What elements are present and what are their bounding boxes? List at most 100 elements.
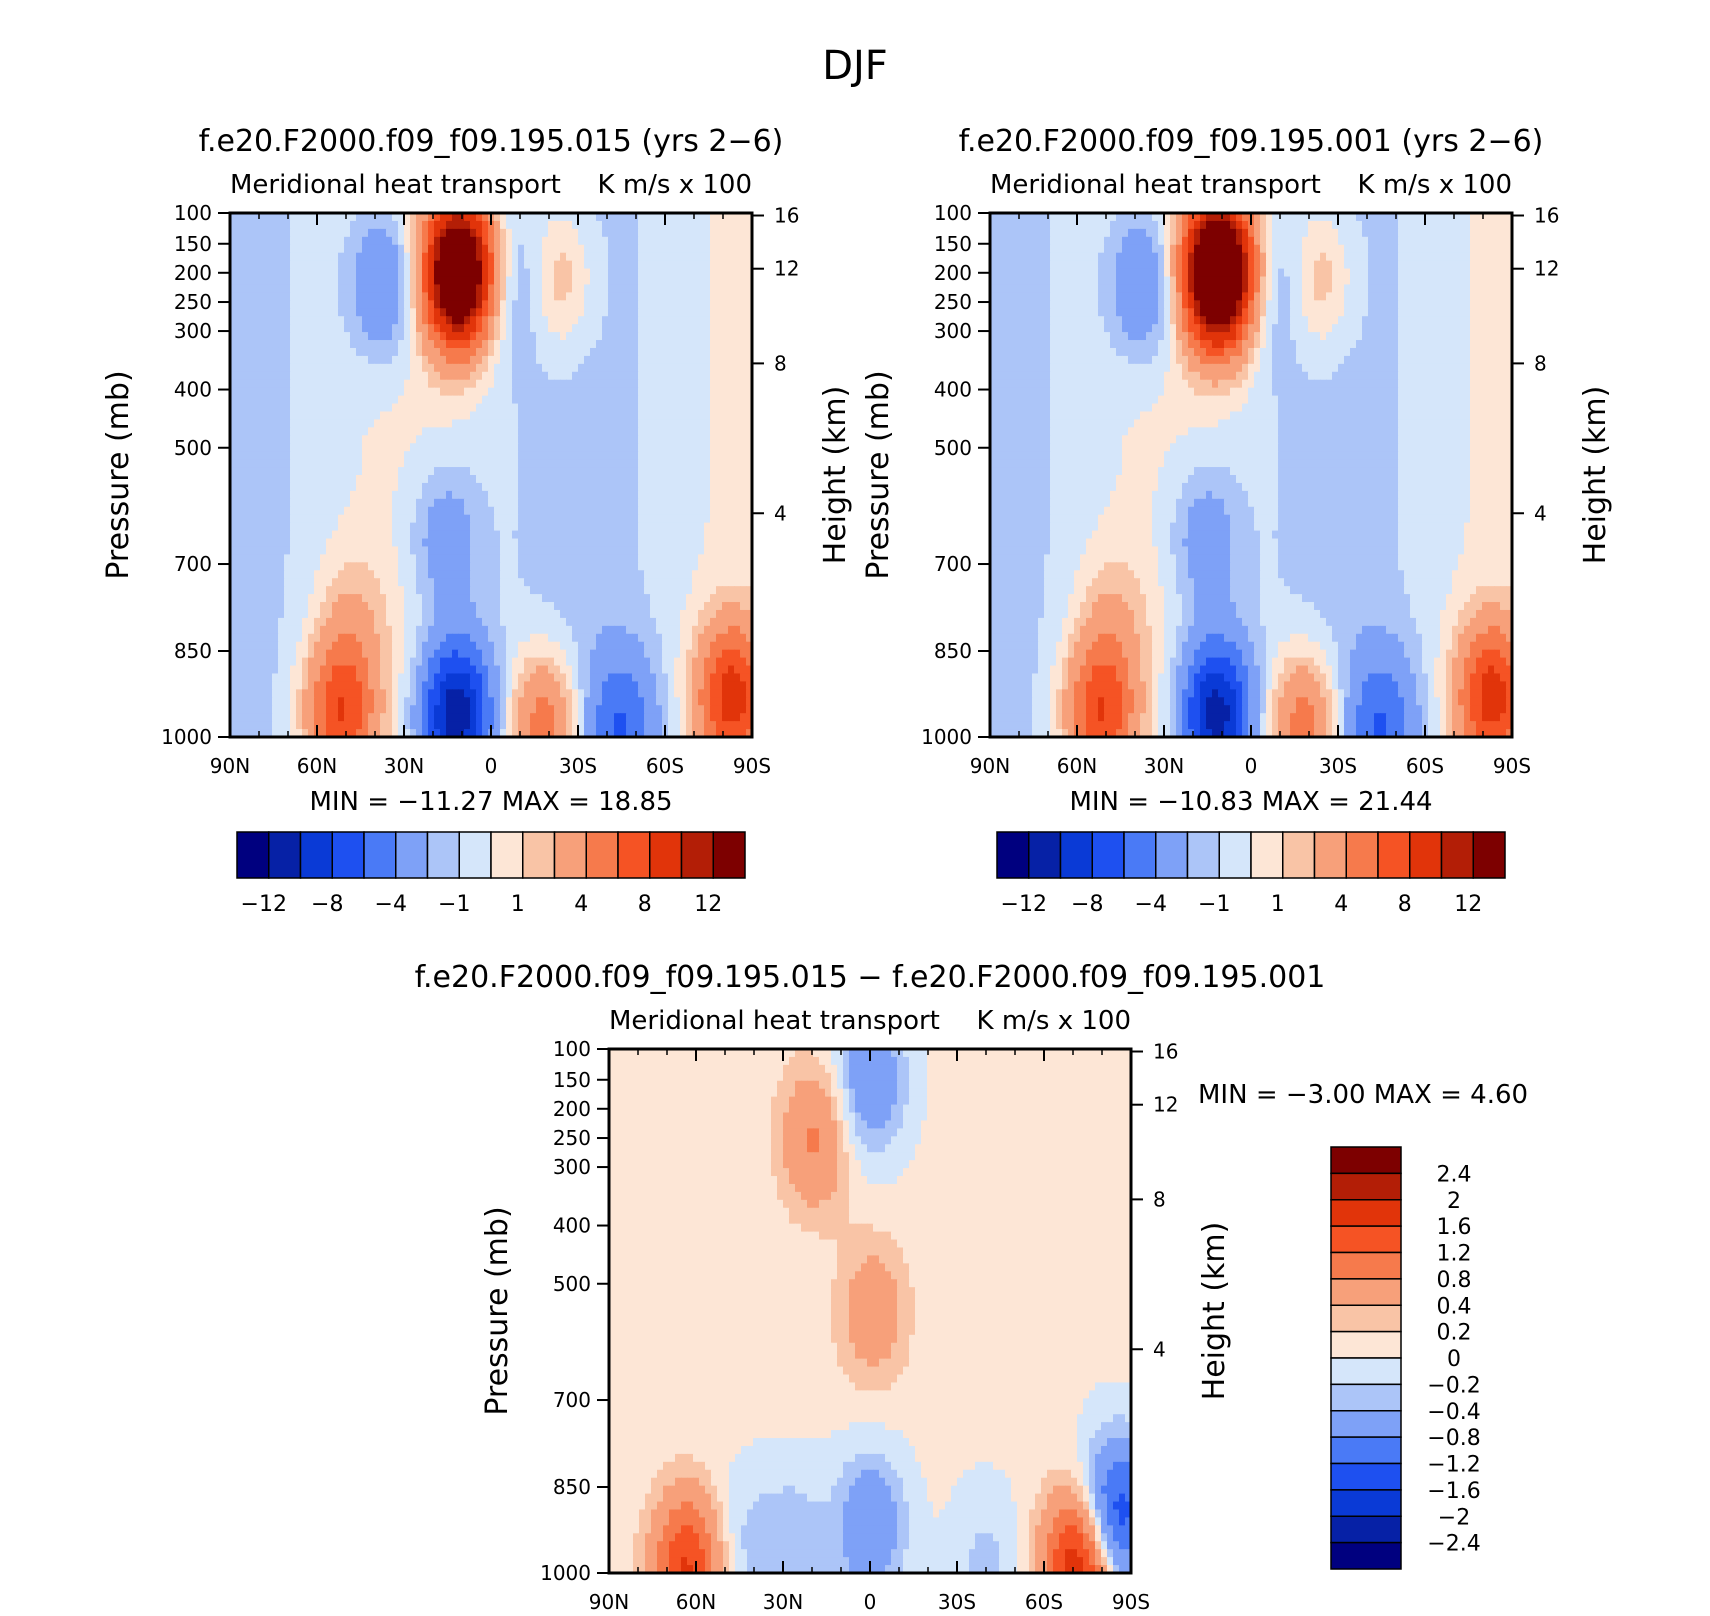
field-cell bbox=[470, 530, 477, 540]
field-cell bbox=[254, 641, 261, 651]
field-cell bbox=[602, 268, 609, 278]
field-cell bbox=[650, 498, 657, 508]
field-cell bbox=[668, 403, 675, 413]
field-cell bbox=[266, 316, 273, 325]
field-cell bbox=[482, 292, 489, 301]
field-cell bbox=[236, 355, 243, 365]
field-cell bbox=[458, 316, 465, 325]
field-cell bbox=[230, 435, 237, 444]
field-cell bbox=[428, 292, 435, 301]
field-cell bbox=[626, 498, 633, 508]
field-cell bbox=[488, 546, 495, 555]
field-cell bbox=[470, 347, 477, 357]
field-cell bbox=[236, 617, 243, 627]
field-cell bbox=[398, 395, 405, 405]
field-cell bbox=[482, 570, 489, 579]
field-cell bbox=[584, 427, 591, 436]
field-cell bbox=[278, 641, 285, 651]
field-cell bbox=[686, 625, 693, 635]
field-cell bbox=[236, 236, 243, 246]
field-cell bbox=[578, 355, 585, 365]
field-cell bbox=[614, 300, 621, 309]
field-cell bbox=[332, 554, 339, 563]
field-cell bbox=[644, 530, 651, 540]
field-cell bbox=[530, 562, 537, 571]
field-cell bbox=[446, 482, 453, 492]
field-cell bbox=[404, 411, 411, 421]
field-cell bbox=[650, 538, 657, 548]
field-cell bbox=[656, 220, 663, 230]
field-cell bbox=[386, 411, 393, 421]
field-cell bbox=[524, 506, 531, 516]
field-cell bbox=[410, 213, 417, 222]
field-cell bbox=[344, 292, 351, 301]
field-cell bbox=[542, 514, 549, 524]
field-cell bbox=[716, 419, 723, 428]
field-cell bbox=[548, 355, 555, 365]
field-cell bbox=[476, 300, 483, 309]
field-cell bbox=[488, 554, 495, 563]
field-cell bbox=[254, 284, 261, 293]
field-cell bbox=[584, 578, 591, 587]
field-cell bbox=[632, 324, 639, 333]
field-cell bbox=[326, 268, 333, 278]
field-cell bbox=[548, 475, 555, 484]
field-cell bbox=[464, 268, 471, 278]
field-cell bbox=[272, 602, 279, 611]
field-cell bbox=[440, 594, 447, 603]
field-cell bbox=[722, 459, 729, 468]
field-cell bbox=[584, 609, 591, 619]
field-cell bbox=[746, 268, 752, 278]
field-cell bbox=[398, 617, 405, 627]
field-cell bbox=[644, 347, 651, 357]
field-cell bbox=[476, 260, 483, 270]
field-cell bbox=[602, 395, 609, 405]
field-cell bbox=[314, 324, 321, 333]
field-cell bbox=[380, 490, 387, 500]
field-cell bbox=[230, 300, 237, 309]
field-cell bbox=[686, 538, 693, 548]
field-cell bbox=[386, 594, 393, 603]
field-cell bbox=[698, 657, 705, 667]
field-cell bbox=[296, 443, 303, 452]
field-cell bbox=[242, 665, 249, 675]
field-cell bbox=[278, 498, 285, 508]
field-cell bbox=[434, 498, 441, 508]
field-cell bbox=[554, 467, 561, 476]
field-cell bbox=[602, 609, 609, 619]
field-cell bbox=[308, 300, 315, 309]
field-cell bbox=[404, 443, 411, 452]
field-cell bbox=[350, 332, 357, 341]
field-cell bbox=[380, 300, 387, 309]
field-cell bbox=[716, 371, 723, 381]
field-cell bbox=[644, 316, 651, 325]
field-cell bbox=[404, 451, 411, 460]
field-cell bbox=[464, 546, 471, 555]
field-cell bbox=[614, 308, 621, 317]
field-cell bbox=[326, 276, 333, 286]
field-cell bbox=[680, 220, 687, 230]
field-cell bbox=[620, 387, 627, 397]
field-cell bbox=[734, 451, 741, 460]
field-cell bbox=[374, 617, 381, 627]
field-cell bbox=[428, 244, 435, 254]
field-cell bbox=[392, 340, 399, 349]
field-cell bbox=[584, 363, 591, 373]
field-cell bbox=[638, 236, 645, 246]
field-cell bbox=[602, 228, 609, 238]
field-cell bbox=[338, 419, 345, 428]
field-cell bbox=[626, 395, 633, 405]
field-cell bbox=[344, 482, 351, 492]
field-cell bbox=[650, 244, 657, 254]
field-cell bbox=[308, 506, 315, 516]
field-cell bbox=[326, 538, 333, 548]
field-cell bbox=[518, 482, 525, 492]
field-cell bbox=[662, 459, 669, 468]
field-cell bbox=[728, 213, 735, 222]
field-cell bbox=[482, 427, 489, 436]
field-cell bbox=[362, 506, 369, 516]
field-cell bbox=[692, 300, 699, 309]
field-cell bbox=[434, 379, 441, 389]
field-cell bbox=[554, 578, 561, 587]
field-cell bbox=[458, 506, 465, 516]
